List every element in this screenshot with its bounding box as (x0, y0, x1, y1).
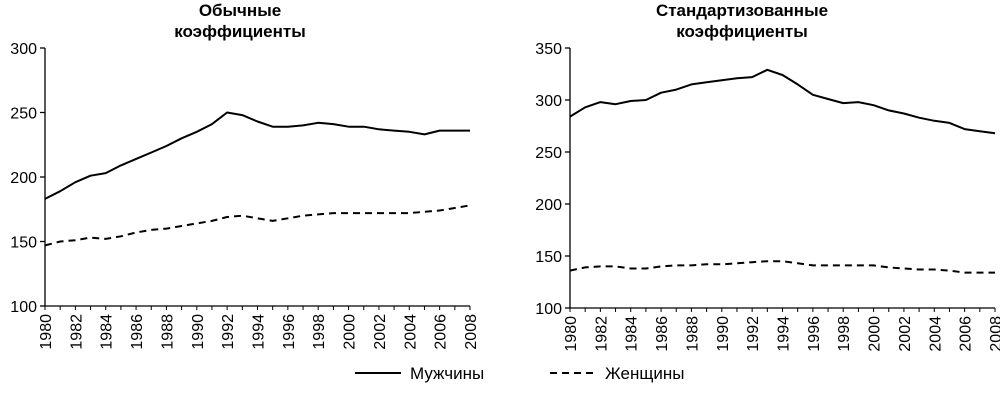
ordinary-series-female-line (44, 204, 471, 247)
standardized-x-tick-label: 1992 (745, 316, 762, 352)
standardized-x-tick-label: 1980 (563, 316, 580, 352)
standardized-y-tick-label: 100 (535, 301, 562, 318)
ordinary-x-tick-label: 1992 (220, 314, 237, 350)
ordinary-title-line-1: Обычные (199, 1, 281, 20)
ordinary-x-tick-label: 1990 (190, 314, 207, 350)
legend-male-label: Мужчины (410, 364, 484, 383)
ordinary-x-tick-label: 1998 (311, 314, 328, 350)
ordinary-series-male-line (44, 111, 470, 200)
ordinary-x-tick-label: 1986 (129, 314, 146, 350)
ordinary-x-tick-label: 2008 (463, 314, 480, 350)
legend-female-label: Женщины (605, 364, 684, 383)
ordinary-x-tick-label: 2006 (433, 314, 450, 350)
ordinary-x-tick-label: 2002 (372, 314, 389, 350)
ordinary-x-tick-label: 1996 (281, 314, 298, 350)
standardized-y-tick-label: 300 (535, 93, 562, 110)
legend: Мужчины Женщины (355, 364, 684, 383)
standardized-y-tick-label: 150 (535, 249, 562, 266)
standardized-x-tick-label: 1982 (593, 316, 610, 352)
ordinary-x-tick-label: 1984 (99, 314, 116, 350)
standardized-x-tick-label: 2000 (867, 316, 884, 352)
ordinary-title-line-2: коэффициенты (174, 22, 306, 41)
standardized-x-tick-label: 2004 (927, 316, 944, 352)
ordinary-y-tick-label: 250 (10, 106, 37, 123)
standardized-y-tick-label: 350 (535, 41, 562, 58)
ordinary-x-tick-label: 2000 (342, 314, 359, 350)
ordinary-y-tick-label: 200 (10, 170, 37, 187)
standardized-y-tick-label: 200 (535, 197, 562, 214)
standardized-x-tick-label: 1986 (654, 316, 671, 352)
standardized-title-line-1: Стандартизованные (656, 1, 828, 20)
standardized-x-tick-label: 1998 (836, 316, 853, 352)
standardized-x-tick-label: 1990 (715, 316, 732, 352)
standardized-x-tick-label: 2008 (988, 316, 1000, 352)
panel-standardized: Стандартизованные коэффициенты 100 150 200 25… (535, 1, 1000, 352)
panel-ordinary: Обычные коэффициенты 100 150 200 250 300 1980 19… (10, 1, 480, 350)
standardized-title-line-2: коэффициенты (676, 22, 808, 41)
standardized-x-tick-label: 2002 (897, 316, 914, 352)
ordinary-x-tick-label: 1994 (251, 314, 268, 350)
standardized-x-tick-label: 1984 (624, 316, 641, 352)
standardized-x-tick-label: 1988 (684, 316, 701, 352)
ordinary-y-tick-label: 150 (10, 235, 37, 252)
standardized-x-tick-label: 1994 (776, 316, 793, 352)
standardized-series-male-line (569, 68, 996, 135)
standardized-x-tick-label: 2006 (958, 316, 975, 352)
ordinary-x-tick-label: 1980 (38, 314, 55, 350)
ordinary-x-tick-label: 2004 (402, 314, 419, 350)
standardized-x-tick-label: 1996 (806, 316, 823, 352)
ordinary-y-tick-label: 300 (10, 41, 37, 58)
standardized-y-tick-label: 250 (535, 145, 562, 162)
ordinary-x-tick-label: 1988 (159, 314, 176, 350)
ordinary-y-tick-label: 100 (10, 299, 37, 316)
standardized-series-female-line (569, 260, 995, 274)
ordinary-x-tick-label: 1982 (68, 314, 85, 350)
